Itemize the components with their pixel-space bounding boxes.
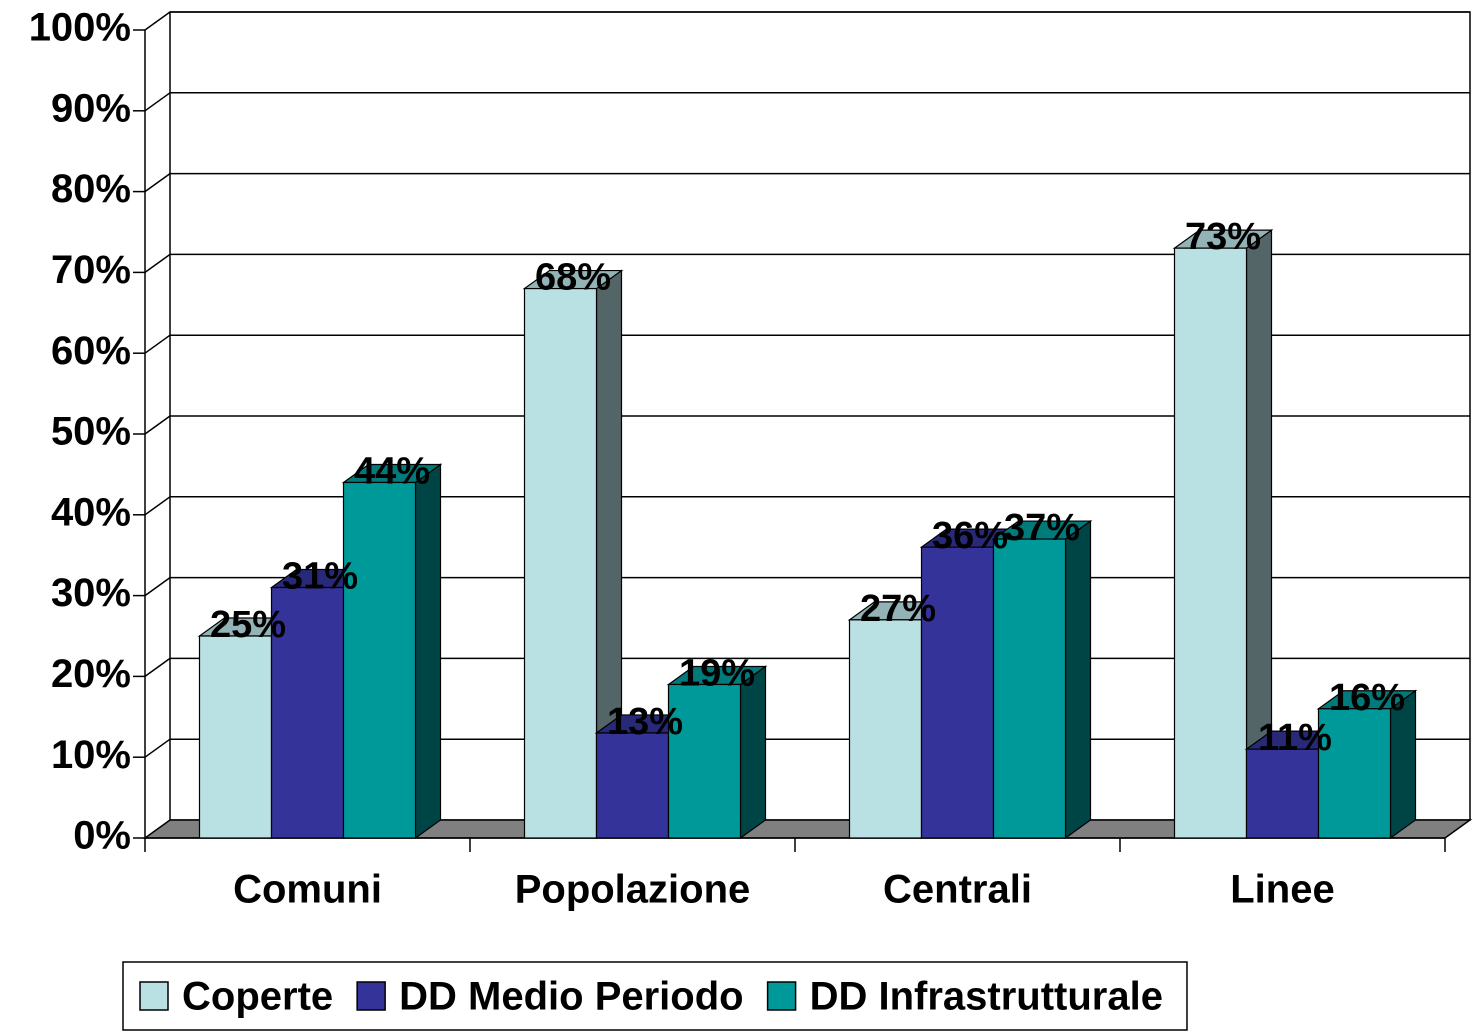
data-label: 73% (1185, 216, 1261, 258)
data-label: 27% (860, 588, 936, 630)
data-label: 36% (932, 515, 1008, 557)
grid-line-side (144, 172, 171, 193)
bar (1316, 689, 1418, 840)
bar-side (414, 463, 442, 840)
bar-side (1064, 519, 1092, 840)
grid-line-side (144, 738, 171, 758)
bar-front (1245, 748, 1320, 839)
grid-line-side (144, 657, 171, 678)
bar-front (1173, 247, 1248, 839)
grid-line-side (144, 334, 171, 354)
y-tick-label: 90% (51, 86, 131, 130)
bar-front (848, 619, 923, 839)
legend-swatch (139, 981, 169, 1011)
y-tick-label: 30% (51, 571, 131, 615)
data-label: 11% (1258, 717, 1332, 759)
bar (341, 463, 443, 840)
data-label: 31% (282, 556, 358, 598)
data-label: 68% (535, 257, 611, 299)
grid-line-side (144, 415, 171, 435)
grid-line-side (144, 253, 171, 274)
bar-front (667, 683, 742, 839)
bar (522, 269, 624, 840)
y-tick-label: 10% (51, 733, 131, 777)
grid-line-side (144, 576, 171, 597)
legend-swatch (356, 981, 386, 1011)
y-tick-label: 20% (51, 652, 131, 696)
bar-front (342, 481, 417, 839)
legend-swatch (766, 981, 797, 1011)
bar-front (920, 546, 995, 839)
x-tick-label: Comuni (233, 868, 382, 912)
x-tick-label: Centrali (883, 868, 1032, 912)
data-label: 25% (210, 604, 286, 646)
legend-label: DD Medio Periodo (399, 975, 743, 1019)
legend-label: DD Infrastrutturale (810, 975, 1163, 1019)
grid-line-side (144, 496, 171, 516)
y-tick-label: 50% (51, 410, 131, 454)
y-tick-label: 70% (51, 248, 131, 292)
y-tick-label: 100% (29, 6, 131, 50)
data-label: 37% (1004, 507, 1080, 549)
bar (1172, 228, 1274, 840)
bar (666, 665, 768, 840)
legend-label: Coperte (182, 975, 333, 1019)
grid-line-side (144, 92, 171, 112)
y-tick-label: 60% (51, 329, 131, 373)
y-tick-label: 40% (51, 490, 131, 534)
y-tick-label: 80% (51, 167, 131, 211)
grid-line-side (144, 11, 171, 31)
data-label: 19% (679, 653, 755, 695)
x-tick-label: Linee (1230, 868, 1334, 912)
data-label: 13% (607, 701, 683, 743)
bar-front (523, 287, 598, 839)
data-label: 16% (1329, 677, 1405, 719)
data-label: 44% (354, 451, 430, 493)
legend-box (122, 961, 1188, 1031)
y-tick-label: 0% (73, 814, 131, 858)
bar-front (1317, 708, 1392, 839)
bar-front (992, 538, 1067, 839)
bar (991, 519, 1093, 840)
bar-front (198, 635, 273, 839)
bar-front (270, 586, 345, 839)
x-tick-label: Popolazione (515, 868, 751, 912)
bar-front (595, 732, 670, 839)
